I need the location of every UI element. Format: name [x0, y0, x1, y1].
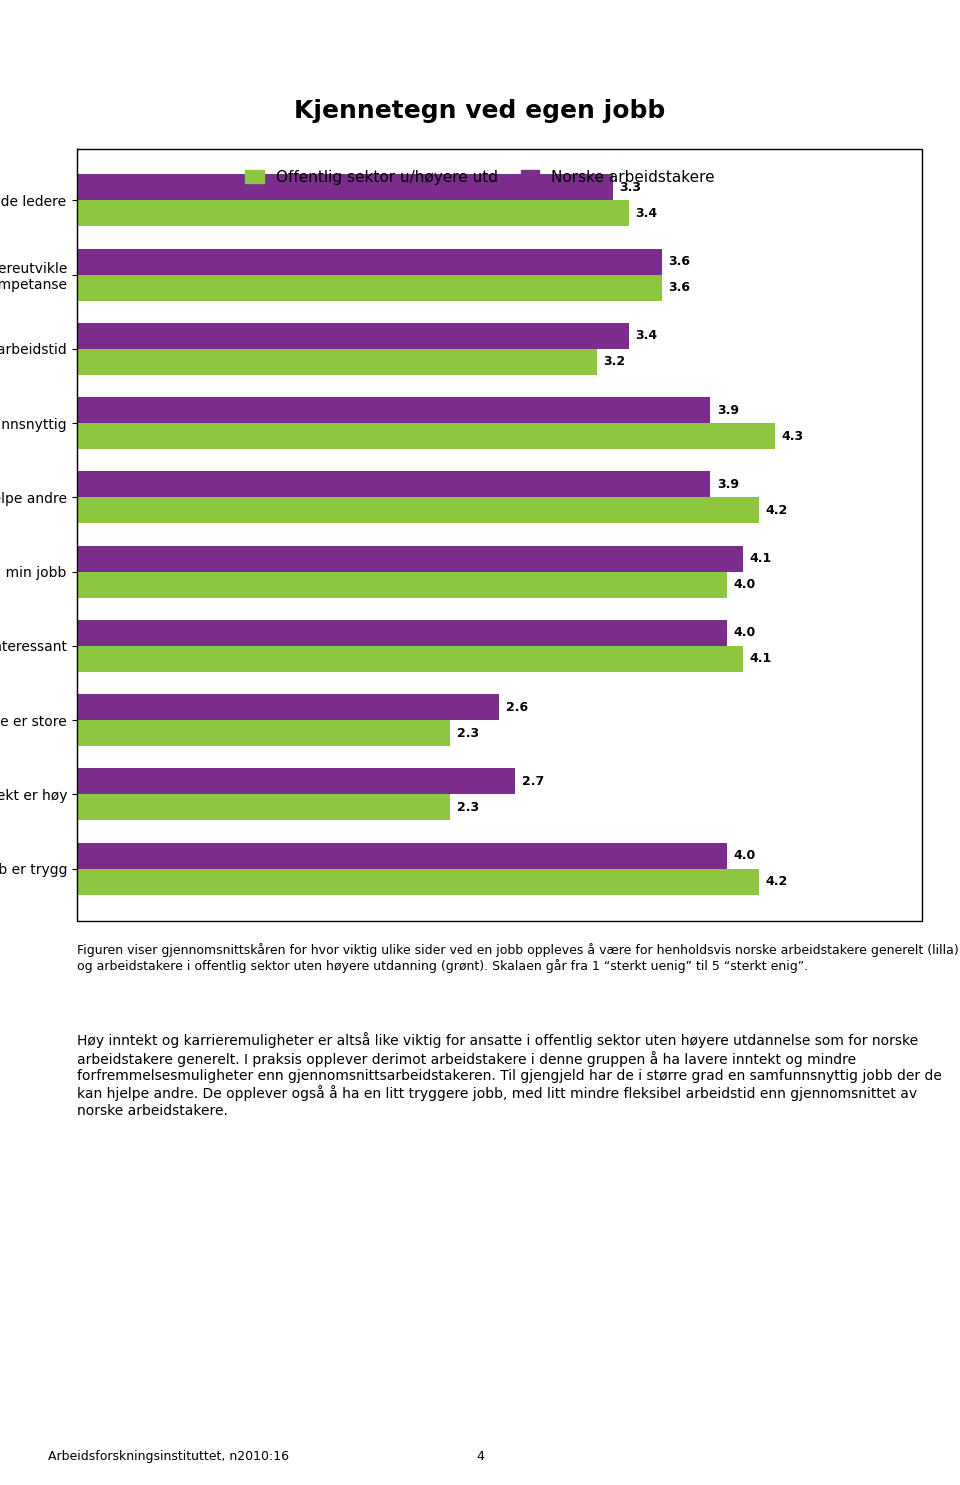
Text: Arbeidsforskningsinstituttet, n2010:16: Arbeidsforskningsinstituttet, n2010:16 — [48, 1449, 289, 1463]
Bar — [77, 497, 759, 523]
Bar — [77, 275, 661, 300]
Bar — [77, 322, 629, 349]
Text: Figuren viser gjennomsnittskåren for hvor viktig ulike sider ved en jobb oppleve: Figuren viser gjennomsnittskåren for hvo… — [77, 943, 958, 973]
Text: 4.0: 4.0 — [733, 849, 756, 863]
Bar — [77, 471, 710, 497]
Text: 3.3: 3.3 — [619, 181, 641, 195]
Text: 2.7: 2.7 — [522, 775, 544, 789]
Text: 3.6: 3.6 — [668, 281, 690, 294]
Text: 4: 4 — [476, 1449, 484, 1463]
Bar — [77, 396, 710, 423]
Text: 4.1: 4.1 — [750, 652, 772, 665]
Text: 4.2: 4.2 — [766, 503, 788, 517]
Text: 2.6: 2.6 — [506, 701, 528, 714]
Bar — [77, 572, 727, 597]
Bar — [77, 248, 661, 275]
Bar — [77, 794, 450, 820]
Text: 4.1: 4.1 — [750, 552, 772, 566]
Bar — [77, 842, 727, 869]
Bar — [77, 621, 727, 646]
Text: 3.4: 3.4 — [636, 330, 658, 343]
Bar — [77, 200, 629, 226]
Legend: Offentlig sektor u/høyere utd, Norske arbeidstakere: Offentlig sektor u/høyere utd, Norske ar… — [239, 163, 721, 192]
Text: 4.0: 4.0 — [733, 627, 756, 640]
Text: Kjennetegn ved egen jobb: Kjennetegn ved egen jobb — [295, 99, 665, 123]
Text: 4.0: 4.0 — [733, 578, 756, 591]
Text: 2.3: 2.3 — [457, 800, 479, 814]
Bar — [77, 349, 597, 374]
Text: 3.9: 3.9 — [717, 404, 739, 417]
Bar — [77, 423, 776, 448]
Text: 3.6: 3.6 — [668, 255, 690, 269]
Bar — [77, 646, 743, 671]
Text: 2.3: 2.3 — [457, 726, 479, 740]
Bar — [77, 720, 450, 745]
Bar — [77, 693, 499, 720]
Text: 4.2: 4.2 — [766, 875, 788, 888]
Bar — [77, 769, 516, 794]
Bar — [77, 545, 743, 572]
Text: 3.2: 3.2 — [603, 355, 625, 368]
Bar — [77, 869, 759, 894]
Bar — [77, 174, 612, 200]
Text: Høy inntekt og karrieremuligheter er altså like viktig for ansatte i offentlig s: Høy inntekt og karrieremuligheter er alt… — [77, 1032, 942, 1118]
Text: 4.3: 4.3 — [781, 429, 804, 443]
Text: 3.9: 3.9 — [717, 478, 739, 492]
Text: 3.4: 3.4 — [636, 206, 658, 220]
